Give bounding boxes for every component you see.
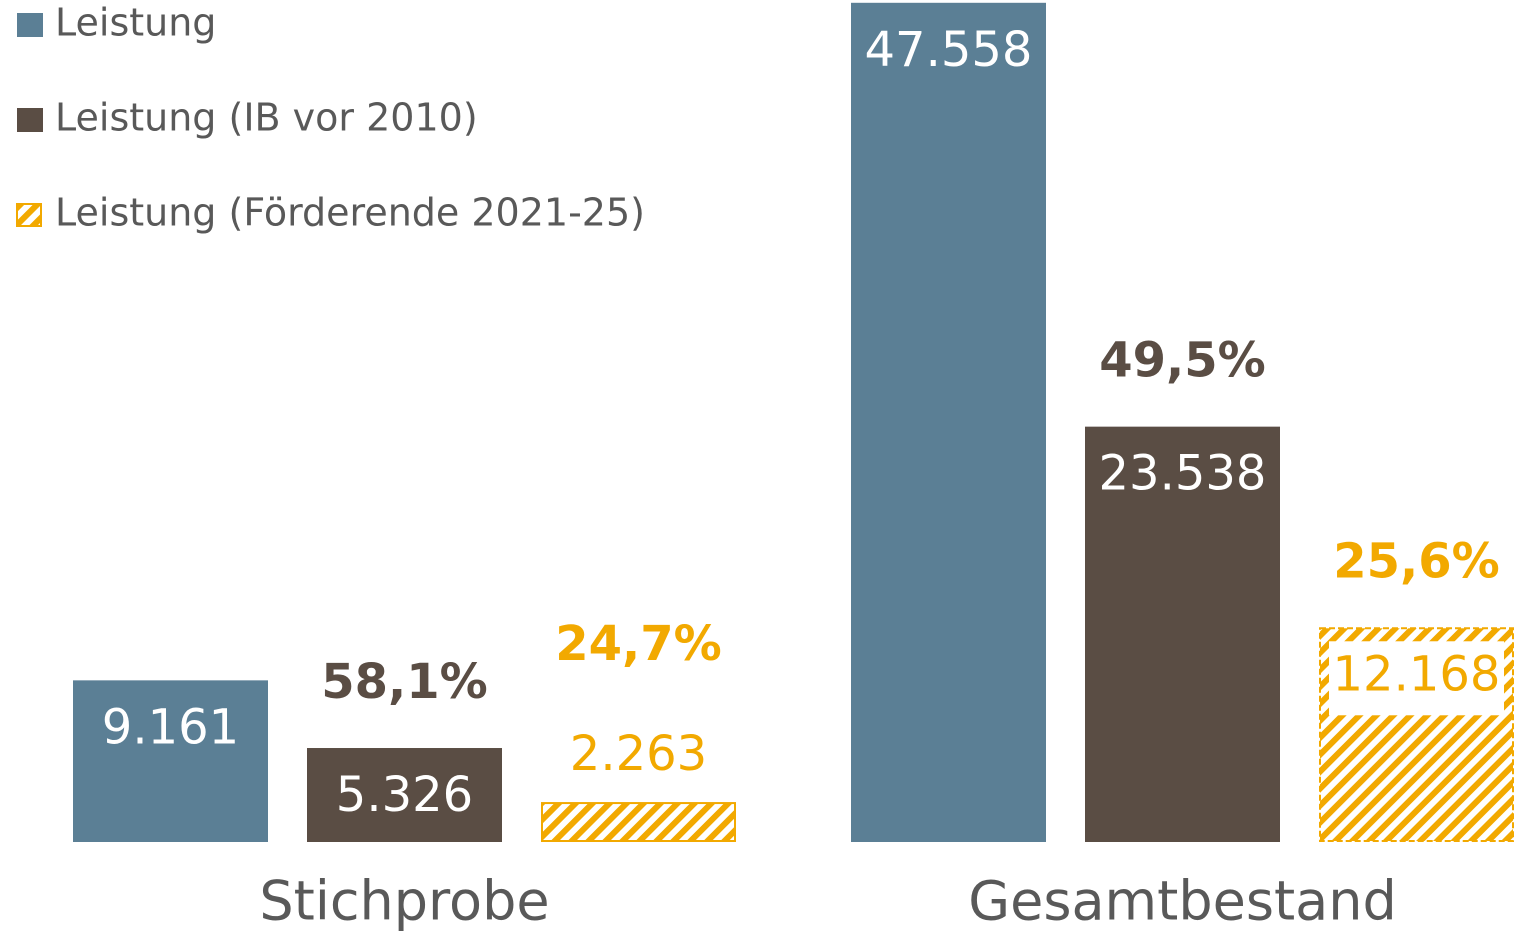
legend-label: Leistung (Förderende 2021-25) [55,191,645,235]
value-label-bg [1329,641,1504,716]
bar [1085,426,1280,842]
legend-swatch [16,203,42,227]
share-label: 25,6% [1333,533,1500,589]
bar [73,680,268,842]
share-label: 24,7% [555,616,722,672]
legend-swatch [17,108,43,132]
bar [541,802,736,843]
x-tick-label: Stichprobe [259,870,549,933]
legend-swatch [17,13,43,37]
bar [851,2,1046,843]
value-label: 12.168 [1333,646,1501,702]
value-label: 5.326 [336,767,473,823]
x-tick-label: Gesamtbestand [968,870,1396,933]
bar [307,748,502,842]
value-label: 23.538 [1099,446,1267,502]
share-label: 58,1% [321,654,488,710]
value-label: 47.558 [865,22,1033,78]
share-label: 49,5% [1099,333,1266,389]
value-label: 9.161 [102,699,239,755]
legend-label: Leistung [55,1,216,45]
legend-label: Leistung (IB vor 2010) [55,96,478,140]
value-label: 2.263 [570,726,707,782]
